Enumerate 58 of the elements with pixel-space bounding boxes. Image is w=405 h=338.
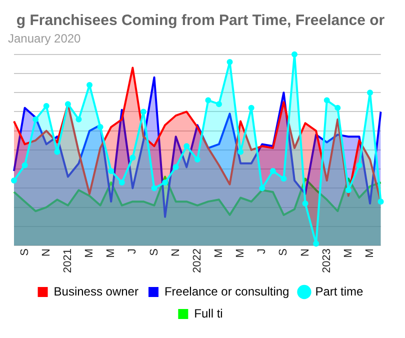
point [291, 51, 298, 58]
point [238, 148, 244, 155]
point [280, 176, 287, 182]
x-tick-label: M [342, 248, 354, 258]
point [226, 59, 233, 66]
point [324, 97, 330, 104]
x-tick-label: M [105, 248, 118, 258]
point [97, 124, 104, 130]
legend-label: Part time [315, 284, 364, 298]
x-tick-label: N [299, 248, 312, 256]
point [64, 101, 71, 108]
x-tick-label: S [148, 248, 160, 256]
point [216, 101, 222, 108]
point [334, 104, 341, 111]
point [248, 104, 254, 111]
legend-label: Full ti [194, 306, 223, 320]
point [108, 168, 114, 174]
x-tick-label: M [364, 248, 376, 258]
x-tick-label: 2022 [191, 248, 204, 274]
point [259, 185, 266, 192]
point [76, 116, 82, 122]
chart-title: g Franchisees Coming from Part Time, Freelance or [16, 12, 385, 30]
point [367, 90, 374, 96]
x-tick-label: M [84, 248, 96, 258]
point [140, 108, 146, 115]
point [345, 187, 352, 194]
point [22, 162, 28, 168]
x-tick-label: M [234, 248, 247, 258]
point [205, 97, 212, 104]
x-tick-label: M [213, 248, 226, 258]
point [32, 116, 39, 122]
x-tick-label: N [40, 248, 52, 256]
point [130, 154, 136, 161]
point [378, 198, 384, 205]
point [151, 185, 158, 192]
x-tick-label: S [278, 248, 290, 256]
x-tick-label: N [170, 248, 182, 256]
point [313, 240, 320, 247]
legend-label: Freelance or consulting [164, 284, 290, 298]
point [86, 82, 93, 88]
x-tick-label: S [18, 248, 31, 256]
point [11, 178, 17, 184]
chart-subtitle: January 2020 [8, 32, 82, 46]
point [118, 179, 125, 186]
point [162, 179, 168, 186]
point [270, 168, 276, 174]
x-tick-label: 2023 [320, 248, 333, 274]
point [302, 200, 308, 206]
point [172, 164, 179, 170]
point [54, 148, 60, 155]
x-tick-label: J [256, 248, 268, 254]
legend-label: Business owner [54, 284, 138, 298]
point [43, 103, 50, 110]
x-tick-label: J [126, 248, 139, 254]
point [184, 143, 190, 150]
x-tick-label: 2021 [62, 248, 74, 274]
point [356, 162, 362, 168]
point [194, 156, 200, 163]
